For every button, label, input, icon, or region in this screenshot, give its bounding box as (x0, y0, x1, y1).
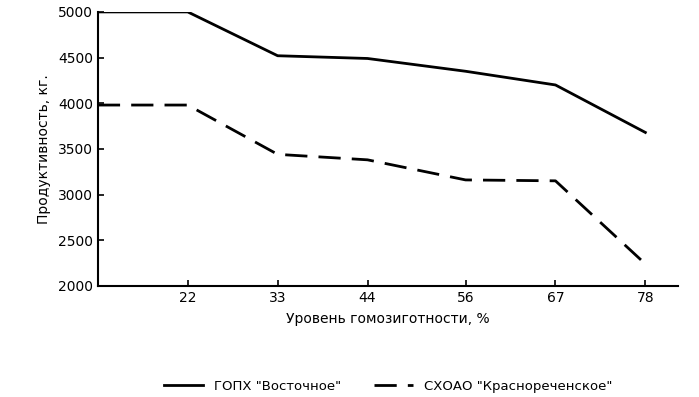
X-axis label: Уровень гомозиготности, %: Уровень гомозиготности, % (286, 312, 490, 326)
Legend: ГОПХ "Восточное", СХОАО "Краснореченское": ГОПХ "Восточное", СХОАО "Краснореченское… (158, 375, 618, 397)
Y-axis label: Продуктивность, кг.: Продуктивность, кг. (37, 74, 51, 224)
